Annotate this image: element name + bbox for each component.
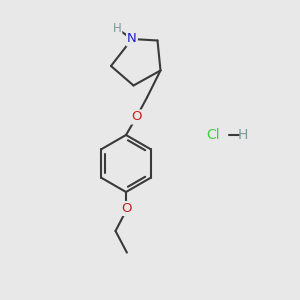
Text: Cl: Cl <box>206 128 220 142</box>
Text: O: O <box>121 202 131 215</box>
Text: H: H <box>112 22 122 35</box>
Text: H: H <box>238 128 248 142</box>
Text: O: O <box>131 110 142 124</box>
Text: N: N <box>127 32 137 46</box>
